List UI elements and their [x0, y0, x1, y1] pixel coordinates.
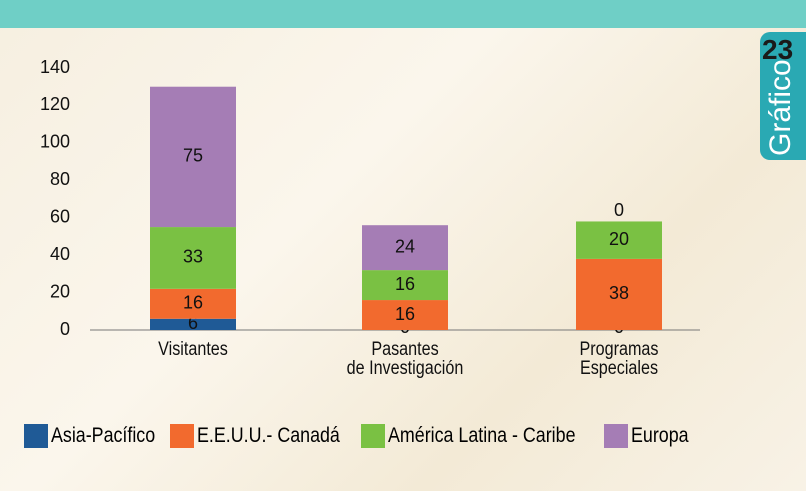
value-label: 0 [614, 200, 624, 220]
legend-swatch [361, 424, 385, 448]
value-label: 16 [183, 293, 203, 313]
y-tick-label: 140 [40, 57, 70, 77]
legend: Asia-Pacífico E.E.U.U.- Canadá América Lat… [24, 424, 685, 448]
legend-swatch [24, 424, 48, 448]
x-tick-label: Programas Especiales [534, 340, 704, 378]
legend-item: E.E.U.U.- Canadá [170, 424, 351, 448]
y-tick-label: 80 [50, 169, 70, 189]
legend-swatch [604, 424, 628, 448]
value-label: 38 [609, 283, 629, 303]
y-tick-label: 60 [50, 206, 70, 226]
legend-label: Europa [631, 424, 689, 448]
x-tick-label: Pasantes de Investigación [320, 340, 490, 378]
value-label: 16 [395, 304, 415, 324]
value-label: 16 [395, 274, 415, 294]
legend-label: Asia-Pacífico [51, 424, 155, 448]
legend-label: América Latina - Caribe [388, 424, 576, 448]
legend-label: E.E.U.U.- Canadá [197, 424, 340, 448]
chart: 02040608010012014061633750161624038200 [0, 0, 806, 491]
legend-swatch [170, 424, 194, 448]
page: {"chart_data": {"type": "stacked_bar", "… [0, 0, 806, 491]
y-tick-label: 120 [40, 94, 70, 114]
x-tick-label: Visitantes [108, 340, 278, 359]
screen: 23 Gráfico 02040608010012014061633750161… [0, 0, 806, 491]
y-tick-label: 100 [40, 132, 70, 152]
value-label: 24 [395, 236, 415, 256]
value-label: 75 [183, 146, 203, 166]
y-tick-label: 0 [60, 319, 70, 339]
value-label: 20 [609, 229, 629, 249]
legend-item: Asia-Pacífico [24, 424, 160, 448]
body: 23 Gráfico 02040608010012014061633750161… [0, 0, 806, 491]
legend-item: América Latina - Caribe [361, 424, 595, 448]
value-label: 33 [183, 247, 203, 267]
y-tick-label: 20 [50, 281, 70, 301]
legend-item: Europa [604, 424, 685, 448]
y-tick-label: 40 [50, 244, 70, 264]
